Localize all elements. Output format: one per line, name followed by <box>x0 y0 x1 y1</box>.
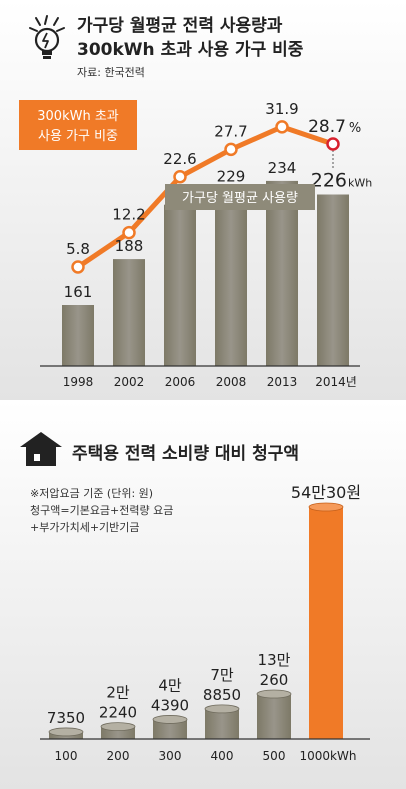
line-series-legend: 300kWh 초과 사용 가구 비중 <box>19 100 137 150</box>
chart1-subtitle: 300kWh 초과 사용 가구 비중 <box>77 40 304 60</box>
chart1-x-axis: 1998 2002 2006 2008 2013 2014년 <box>63 375 357 389</box>
house-icon <box>20 432 62 466</box>
x-tick-100: 100 <box>55 749 78 763</box>
x-tick-2008: 2008 <box>216 375 247 389</box>
line-label-2002: 12.2 <box>112 206 145 224</box>
line-point-2002 <box>122 225 136 240</box>
x-tick-1998: 1998 <box>63 375 94 389</box>
chart2-note-1: ※저압요금 기준 (단위: 원) <box>30 487 153 500</box>
x-tick-400: 400 <box>211 749 234 763</box>
bar-300 <box>153 719 187 739</box>
x-tick-300: 300 <box>159 749 182 763</box>
bar-cap-1000kWh <box>308 502 344 512</box>
chart2-title: 주택용 전력 소비량 대비 청구액 <box>72 443 299 464</box>
bar-label-300-0: 4만 <box>158 676 182 694</box>
bar-400 <box>205 708 239 739</box>
bar-label-2014년: 226 <box>311 170 347 192</box>
line-label-2014년: 28.7 <box>308 117 346 137</box>
bar-series-legend: 가구당 월평균 사용량 <box>165 184 315 210</box>
bar-2002 <box>113 259 145 366</box>
x-tick-500: 500 <box>263 749 286 763</box>
chart1-labels: 161188220229234226kWh5.812.222.627.731.9… <box>64 100 373 301</box>
chart1-title: 가구당 월평균 전력 사용량과 <box>77 16 283 36</box>
bar-label-300-1: 4390 <box>151 696 189 714</box>
chart2-x-axis: 100 200 300 400 500 1000kWh <box>55 749 357 763</box>
chart2-bars <box>48 502 344 739</box>
line-label-2008: 27.7 <box>214 122 247 140</box>
bar-label-200-0: 2만 <box>106 684 130 702</box>
bar-label-1000kWh-0: 54만30원 <box>291 483 361 502</box>
lightbulb-icon <box>29 15 65 59</box>
line-point-2013 <box>275 120 289 134</box>
line-label-1998: 5.8 <box>66 240 90 258</box>
line-point-1998 <box>71 260 85 274</box>
bar-label-1998: 161 <box>64 283 93 301</box>
chart2-note-3: +부가가치세+기반기금 <box>30 521 140 534</box>
line-path <box>76 124 334 270</box>
bar-legend-text: 가구당 월평균 사용량 <box>182 191 298 206</box>
x-tick-2013: 2013 <box>267 375 298 389</box>
line-label-2006: 22.6 <box>163 150 196 168</box>
bar-1000kWh <box>309 507 343 739</box>
bar-cap-400 <box>204 704 240 714</box>
bar-label-100-0: 7350 <box>47 709 85 727</box>
x-tick-200: 200 <box>107 749 130 763</box>
bar-2014년 <box>317 194 349 366</box>
x-tick-2006: 2006 <box>165 375 196 389</box>
bar-label-200-1: 2240 <box>99 704 137 722</box>
bar-label-500-0: 13만 <box>258 651 291 669</box>
chart1-source: 자료: 한국전력 <box>77 66 145 79</box>
bar-label-500-1: 260 <box>260 671 289 689</box>
line-point-2014년 <box>326 137 340 151</box>
bar-label-2013: 234 <box>268 159 297 177</box>
x-tick-1000kWh: 1000kWh <box>300 749 357 763</box>
x-tick-2014년: 2014년 <box>315 375 357 389</box>
line-point-2006 <box>173 170 187 184</box>
chart1-line-series <box>71 120 340 274</box>
line-legend-line2: 사용 가구 비중 <box>38 129 118 144</box>
chart2-note-2: 청구액=기본요금+전력량 요금 <box>30 504 173 517</box>
line-point-2008 <box>224 142 238 157</box>
x-tick-2002: 2002 <box>114 375 145 389</box>
bar-cap-200 <box>100 722 136 732</box>
line-label-2013: 31.9 <box>265 100 298 118</box>
bar-1998 <box>62 305 94 366</box>
bar-2013 <box>266 180 298 366</box>
bar-cap-100 <box>48 727 84 737</box>
bar-label-2002: 188 <box>115 237 144 255</box>
bar-500 <box>257 694 291 739</box>
bar-2006 <box>164 204 196 366</box>
bar-label-400-0: 7만 <box>210 666 234 684</box>
bar-cap-500 <box>256 689 292 699</box>
bar-cap-300 <box>152 715 188 724</box>
chart1-bars <box>62 180 349 366</box>
line-legend-line1: 300kWh 초과 <box>37 109 119 124</box>
chart2-labels: 7350 2240 2만 4390 4만 8850 7만 260 13만 54만30원 <box>47 483 361 727</box>
bar-2008 <box>215 189 247 366</box>
bar-label-400-1: 8850 <box>203 686 241 704</box>
bar-label-unit: kWh <box>348 177 372 190</box>
bar-label-2008: 229 <box>217 167 246 185</box>
line-label-unit: % <box>349 121 361 136</box>
